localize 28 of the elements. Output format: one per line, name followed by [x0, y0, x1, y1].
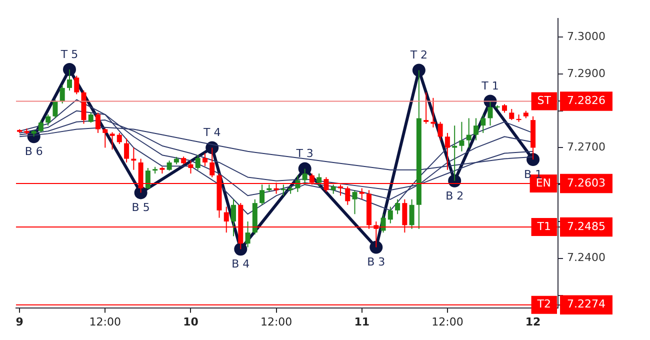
y-tick-label: 7.2485: [567, 220, 606, 233]
annotation: T 4: [202, 126, 221, 140]
x-tick-label: 9: [16, 315, 24, 328]
annotation: B 6: [24, 145, 43, 158]
ref-line-label: T2: [536, 298, 551, 311]
y-tick-label: 7.2400: [567, 251, 606, 264]
x-tick-label: 12: [525, 315, 541, 328]
annotation: B 5: [132, 201, 150, 214]
annotation: B 4: [232, 258, 250, 271]
annotation: T 2: [409, 48, 428, 62]
y-tick-label: 7.2603: [567, 176, 606, 190]
x-tick-label: 11: [354, 315, 370, 328]
annotation: B 3: [367, 256, 386, 269]
annotation: T 5: [60, 48, 78, 61]
y-tick-label: 7.3000: [567, 30, 606, 43]
annotation: T 3: [295, 147, 314, 160]
y-tick-label: 7.2900: [567, 66, 606, 80]
x-tick-label: 10: [183, 315, 199, 328]
y-tick-label: 7.2700: [567, 140, 606, 154]
y-tick-label: 7.2274: [567, 298, 606, 311]
x-tick-label: 12:00: [260, 315, 292, 328]
x-tick-label: 12:00: [432, 315, 464, 328]
ref-line-label: T1: [536, 220, 551, 233]
x-tick-label: 12:00: [89, 315, 121, 328]
ref-line-label: ST: [537, 94, 552, 108]
y-tick-label: 7.2826: [567, 94, 606, 108]
annotation: B 2: [446, 189, 464, 202]
annotation: T 1: [480, 80, 499, 93]
